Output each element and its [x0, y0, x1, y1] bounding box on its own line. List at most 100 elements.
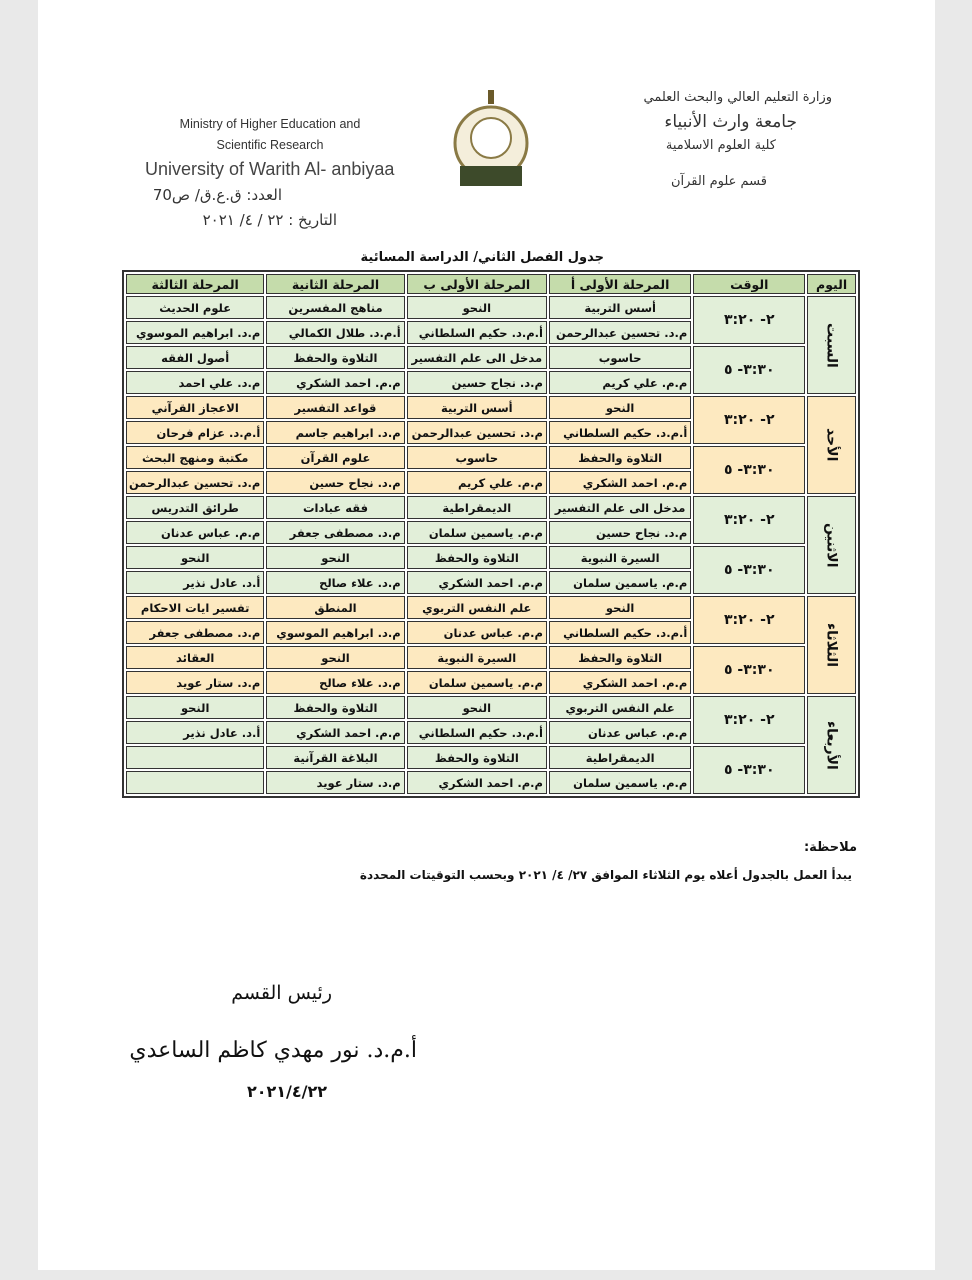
teacher-cell: م.د. ستار عويد: [126, 671, 265, 694]
teacher-row: م.م. احمد الشكري م.م. علي كريم م.د. نجاح ح…: [126, 471, 856, 494]
day-cell: السبت: [807, 296, 856, 394]
teacher-cell: م.د. نجاح حسين: [548, 521, 692, 544]
subject-row: الأحد ٢- ٣:٢٠ النحو أسس التربية قواعد التفسي…: [126, 396, 856, 494]
subject-cell: تفسير ايات الاحكام: [126, 596, 265, 619]
teacher-row: م.م. ياسمين سلمان م.م. احمد الشكري م.د. عل…: [126, 571, 856, 594]
teacher-cell: أ.م.د. طلال الكمالي: [266, 321, 405, 344]
subject-cell: السيرة النبوية: [406, 646, 547, 669]
time-cell: ٢- ٣:٢٠: [693, 596, 806, 644]
date: التاريخ : ٢٢ / ٤/ ٢٠٢١: [202, 211, 337, 229]
subject-row: ٣:٣٠- ٥ حاسوب مدخل الى علم التفسير التلاوة …: [126, 346, 856, 394]
teacher-cell: م.د. نجاح حسين: [406, 371, 547, 394]
teacher-cell: م.د. ابراهيم الموسوي: [266, 621, 405, 644]
teacher-cell: م.د. ابراهيم جاسم: [266, 421, 405, 444]
subject-cell: أسس التربية: [548, 296, 692, 319]
day-cell: الثلاثاء: [807, 596, 856, 694]
time-cell: ٣:٣٠- ٥: [693, 546, 806, 594]
column-header: الوقت: [693, 274, 806, 294]
subject-cell: النحو: [406, 696, 547, 719]
teacher-cell: م.د. تحسين عبدالرحمن: [406, 421, 547, 444]
teacher-cell: م.م. ياسمين سلمان: [406, 521, 547, 544]
department: قسم علوم القرآن: [670, 174, 767, 189]
subject-cell: العقائد: [126, 646, 265, 669]
time-cell: ٣:٣٠- ٥: [693, 446, 806, 494]
subject-cell: النحو: [266, 546, 405, 569]
subject-cell: النحو: [266, 646, 405, 669]
subject-cell: النحو: [126, 696, 265, 719]
subject-cell: مناهج المفسرين: [266, 296, 405, 319]
teacher-cell: م.د. علاء صالح: [266, 671, 405, 694]
teacher-cell: م.م. ياسمين سلمان: [548, 771, 692, 794]
teacher-cell: م.د. علاء صالح: [266, 571, 405, 594]
signature-date: ٢٠٢١/٤/٢٢: [246, 1082, 327, 1101]
reference-number: العدد: ق.ع.ق/ ص70: [152, 186, 282, 204]
teacher-cell: م.م. احمد الشكري: [548, 671, 692, 694]
teacher-cell: أ.د. عادل نذير: [126, 721, 265, 744]
teacher-cell: م.م. علي كريم: [406, 471, 547, 494]
teacher-cell: م.م. عباس عدنان: [406, 621, 547, 644]
teacher-cell: م.د. ابراهيم الموسوي: [126, 321, 265, 344]
time-cell: ٢- ٣:٢٠: [693, 696, 806, 744]
subject-cell: أسس التربية: [406, 396, 547, 419]
time-cell: ٢- ٣:٢٠: [693, 296, 806, 344]
subject-cell: التلاوة والحفظ: [266, 696, 405, 719]
teacher-cell: م.م. علي كريم: [548, 371, 692, 394]
subject-cell: قواعد التفسير: [266, 396, 405, 419]
subject-cell: النحو: [548, 596, 692, 619]
subject-cell: علوم القرآن: [266, 446, 405, 469]
day-cell: الاثنين: [807, 496, 856, 594]
subject-row: الاثنين ٢- ٣:٢٠ مدخل الى علم التفسير الديمق…: [126, 496, 856, 594]
note-text: يبدأ العمل بالجدول أعلاه يوم الثلاثاء ال…: [359, 868, 852, 882]
teacher-cell: م.د. تحسين عبدالرحمن: [548, 321, 692, 344]
teacher-cell: م.د. نجاح حسين: [266, 471, 405, 494]
ministry-en: Ministry of Higher Education and: [179, 117, 361, 131]
time-cell: ٣:٣٠- ٥: [693, 746, 806, 794]
subject-cell: النحو: [406, 296, 547, 319]
college: كلية العلوم الاسلامية: [665, 138, 776, 153]
teacher-row: أ.م.د. حكيم السلطاني م.د. تحسين عبدالرحمن…: [126, 421, 856, 444]
subject-cell: السيرة النبوية: [548, 546, 692, 569]
university-en: University of Warith Al- anbiyaa: [145, 159, 395, 179]
subject-cell: مدخل الى علم التفسير: [406, 346, 547, 369]
column-header: المرحلة الأولى أ: [548, 274, 692, 294]
subject-cell: التلاوة والحفظ: [266, 346, 405, 369]
subject-cell: [126, 746, 265, 769]
note-label: ملاحظة:: [803, 840, 857, 855]
column-header: اليوم: [807, 274, 856, 294]
subject-cell: المنطق: [266, 596, 405, 619]
teacher-cell: م.م. ياسمين سلمان: [548, 571, 692, 594]
teacher-cell: م.م. احمد الشكري: [266, 371, 405, 394]
teacher-cell: [126, 771, 265, 794]
teacher-cell: م.م. احمد الشكري: [406, 571, 547, 594]
teacher-row: م.د. تحسين عبدالرحمن أ.م.د. حكيم السلطاني…: [126, 321, 856, 344]
subject-row: الأربعاء ٢- ٣:٢٠ علم النفس التربوي النحو الت…: [126, 696, 856, 794]
subject-cell: علم النفس التربوي: [406, 596, 547, 619]
table-title: جدول الفصل الثاني/ الدراسة المسائية: [360, 250, 604, 265]
schedule-table: اليوم الوقت المرحلة الأولى أ المرحلة الأولى…: [122, 270, 860, 798]
teacher-row: م.م. احمد الشكري م.م. ياسمين سلمان م.د. عل…: [126, 671, 856, 694]
time-cell: ٢- ٣:٢٠: [693, 396, 806, 444]
teacher-row: م.م. ياسمين سلمان م.م. احمد الشكري م.د. ست…: [126, 771, 856, 794]
teacher-cell: م.د. مصطفى جعفر: [126, 621, 265, 644]
ministry-ar: وزارة التعليم العالي والبحث العلمي: [643, 90, 832, 105]
teacher-row: م.م. عباس عدنان أ.م.د. حكيم السلطاني م.م. …: [126, 721, 856, 744]
time-cell: ٣:٣٠- ٥: [693, 346, 806, 394]
teacher-cell: م.د. مصطفى جعفر: [266, 521, 405, 544]
subject-cell: النحو: [126, 546, 265, 569]
teacher-row: أ.م.د. حكيم السلطاني م.م. عباس عدنان م.د. …: [126, 621, 856, 644]
column-header: المرحلة الثالثة: [126, 274, 265, 294]
ministry-en: Scientific Research: [216, 138, 324, 152]
teacher-cell: م.م. احمد الشكري: [266, 721, 405, 744]
teacher-cell: م.م. احمد الشكري: [406, 771, 547, 794]
subject-cell: علم النفس التربوي: [548, 696, 692, 719]
teacher-row: م.م. علي كريم م.د. نجاح حسين م.م. احمد الش…: [126, 371, 856, 394]
signature-name: أ.م.د. نور مهدي كاظم الساعدي: [129, 1038, 417, 1063]
subject-row: ٣:٣٠- ٥ السيرة النبوية التلاوة والحفظ النحو…: [126, 546, 856, 594]
subject-cell: التلاوة والحفظ: [406, 546, 547, 569]
teacher-cell: أ.م.د. حكيم السلطاني: [406, 321, 547, 344]
column-header: المرحلة الثانية: [266, 274, 405, 294]
teacher-cell: م.م. عباس عدنان: [548, 721, 692, 744]
teacher-row: م.د. نجاح حسين م.م. ياسمين سلمان م.د. مصطف…: [126, 521, 856, 544]
header-row: اليوم الوقت المرحلة الأولى أ المرحلة الأولى…: [126, 274, 856, 294]
